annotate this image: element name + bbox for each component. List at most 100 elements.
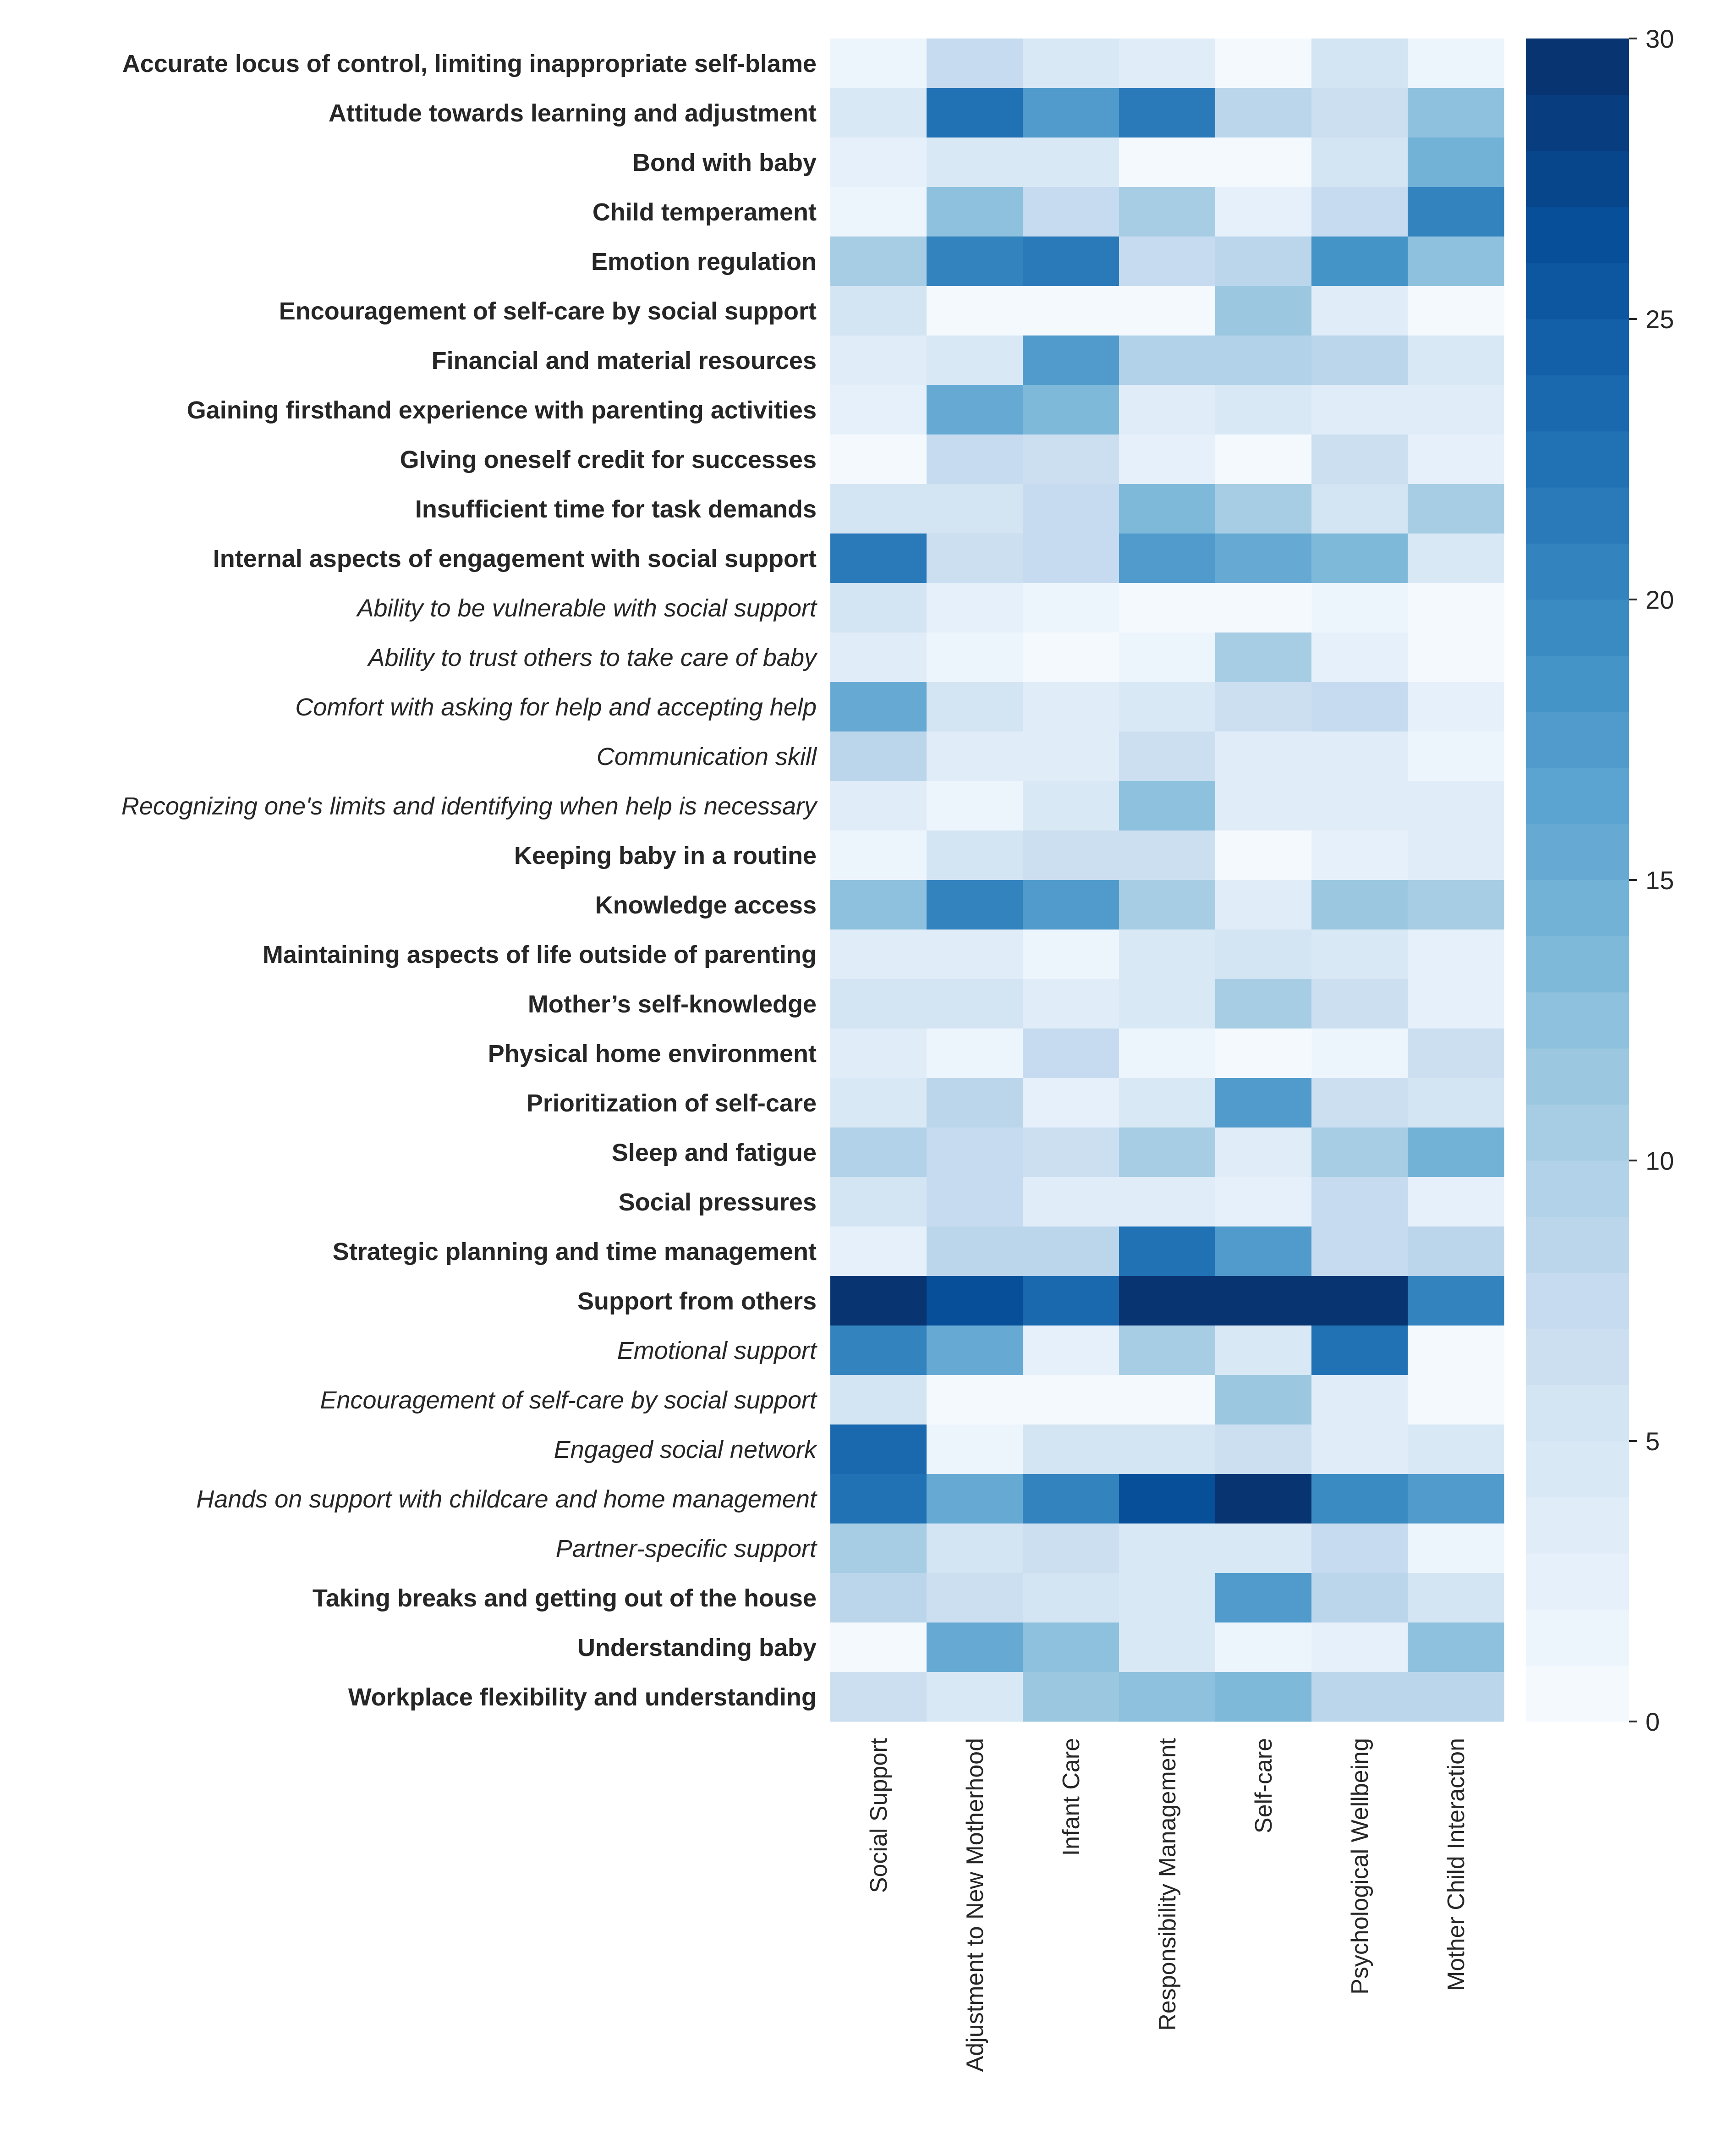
heatmap-cell: [1311, 88, 1408, 138]
column-label: Infant Care: [1058, 1738, 1085, 1856]
heatmap-cell: [830, 236, 927, 286]
heatmap-cell: [1119, 1573, 1216, 1623]
heatmap-cell: [1023, 1177, 1119, 1227]
row-label: Keeping baby in a routine: [514, 842, 817, 869]
column-label: Psychological Wellbeing: [1347, 1738, 1373, 1995]
heatmap-cell: [1311, 385, 1408, 435]
heatmap-cell: [1408, 1177, 1504, 1227]
heatmap-cell: [830, 286, 927, 336]
colorbar-bin: [1526, 487, 1629, 544]
heatmap-cell: [1311, 781, 1408, 831]
colorbar-bin: [1526, 94, 1629, 151]
heatmap-cell: [1023, 880, 1119, 930]
heatmap-cell: [1408, 830, 1504, 880]
heatmap-cell: [1408, 434, 1504, 484]
heatmap-cell: [1215, 682, 1312, 732]
heatmap-cell: [1119, 1672, 1216, 1722]
heatmap-cell: [1215, 632, 1312, 682]
heatmap-cell: [1119, 1524, 1216, 1573]
heatmap-cell: [1215, 484, 1312, 534]
heatmap-cell: [1215, 1524, 1312, 1573]
heatmap-cell: [927, 1524, 1023, 1573]
heatmap-cell: [1023, 1672, 1119, 1722]
heatmap-cell: [1215, 1028, 1312, 1078]
heatmap-cell: [1119, 1474, 1216, 1524]
colorbar-bin: [1526, 1048, 1629, 1105]
heatmap-cell: [927, 1424, 1023, 1474]
heatmap-cell: [1311, 1078, 1408, 1128]
heatmap-cells: [830, 38, 1504, 1722]
heatmap-cell: [1119, 632, 1216, 682]
heatmap-cell: [1215, 583, 1312, 633]
heatmap-cell: [1215, 385, 1312, 435]
heatmap-cell: [1215, 88, 1312, 138]
colorbar-bin: [1526, 1665, 1629, 1722]
heatmap-cell: [1215, 1276, 1312, 1326]
heatmap-cell: [927, 1078, 1023, 1128]
heatmap-cell: [830, 484, 927, 534]
heatmap-cell: [1023, 434, 1119, 484]
heatmap-cell: [1311, 434, 1408, 484]
colorbar-bin: [1526, 1216, 1629, 1273]
row-label: Encouragement of self-care by social sup…: [320, 1386, 817, 1414]
heatmap-cell: [927, 484, 1023, 534]
heatmap-cell: [1119, 434, 1216, 484]
heatmap-cell: [1311, 236, 1408, 286]
heatmap-cell: [1215, 138, 1312, 187]
colorbar-bin: [1526, 711, 1629, 768]
heatmap-cell: [1119, 1424, 1216, 1474]
heatmap-cell: [1408, 1424, 1504, 1474]
heatmap-cell: [1215, 336, 1312, 385]
column-label: Adjustment to New Motherhood: [962, 1738, 988, 2072]
heatmap-cell: [927, 138, 1023, 187]
heatmap-cell: [1311, 880, 1408, 930]
heatmap-cell: [1408, 1028, 1504, 1078]
heatmap-cell: [1311, 583, 1408, 633]
heatmap-cell: [830, 632, 927, 682]
colorbar-tick-label: 30: [1646, 24, 1674, 53]
colorbar-bin: [1526, 150, 1629, 207]
heatmap-cell: [830, 583, 927, 633]
heatmap-cell: [927, 1375, 1023, 1425]
heatmap-cell: [1119, 732, 1216, 781]
heatmap-cell: [830, 187, 927, 237]
colorbar: 0 5 10 15 20 25 30: [1526, 24, 1674, 1736]
heatmap-cell: [1408, 534, 1504, 583]
heatmap-cell: [1023, 632, 1119, 682]
heatmap-cell: [927, 534, 1023, 583]
heatmap-cell: [830, 830, 927, 880]
colorbar-bin: [1526, 655, 1629, 712]
colorbar-bin: [1526, 1329, 1629, 1386]
heatmap-cell: [1215, 534, 1312, 583]
heatmap-cell: [1119, 1078, 1216, 1128]
row-label: Hands on support with childcare and home…: [196, 1485, 817, 1513]
row-label: Strategic planning and time management: [333, 1238, 817, 1265]
heatmap-cell: [830, 138, 927, 187]
heatmap-cell: [1311, 336, 1408, 385]
heatmap-cell: [1408, 1622, 1504, 1672]
heatmap-cell: [1408, 930, 1504, 979]
heatmap-cell: [927, 781, 1023, 831]
heatmap-cell: [1215, 1177, 1312, 1227]
column-label: Responsibility Management: [1154, 1738, 1181, 2030]
heatmap-cell: [1215, 187, 1312, 237]
heatmap-cell: [1023, 1128, 1119, 1177]
heatmap-cell: [1408, 1128, 1504, 1177]
heatmap-cell: [1023, 1326, 1119, 1375]
heatmap-cell: [1408, 583, 1504, 633]
heatmap-cell: [830, 534, 927, 583]
heatmap-cell: [1408, 632, 1504, 682]
heatmap-cell: [927, 1622, 1023, 1672]
colorbar-bin: [1526, 1553, 1629, 1610]
heatmap-cell: [1408, 880, 1504, 930]
heatmap-cell: [830, 1028, 927, 1078]
heatmap-cell: [927, 930, 1023, 979]
colorbar-bin: [1526, 319, 1629, 375]
column-label: Mother Child Interaction: [1443, 1738, 1470, 1991]
heatmap-cell: [927, 1276, 1023, 1326]
column-label: Self-care: [1251, 1738, 1277, 1833]
heatmap-cell: [927, 1128, 1023, 1177]
heatmap-cell: [1215, 979, 1312, 1029]
row-label: Taking breaks and getting out of the hou…: [313, 1584, 817, 1612]
heatmap-cell: [1311, 632, 1408, 682]
